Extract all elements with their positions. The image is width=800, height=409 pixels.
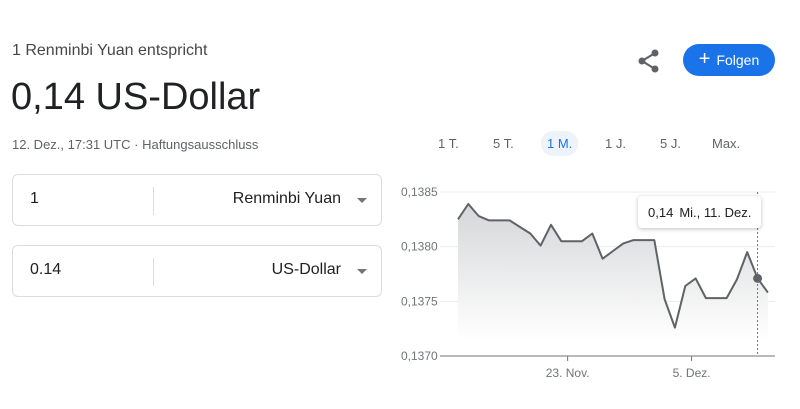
y-tick-label: 0,1370 xyxy=(401,349,438,363)
to-amount-input[interactable]: 0.14 xyxy=(30,261,62,278)
y-tick-label: 0,1380 xyxy=(401,240,438,254)
tooltip-date: Mi., 11. Dez. xyxy=(679,204,752,220)
tab-range-2[interactable]: 1 M. xyxy=(541,131,579,156)
timestamp-line: 12. Dez., 17:31 UTC · Haftungsausschluss xyxy=(12,137,258,152)
chart-area xyxy=(458,204,768,340)
separator: · xyxy=(134,137,139,152)
y-tick-label: 0,1375 xyxy=(401,294,438,308)
divider xyxy=(153,187,154,215)
to-currency-select[interactable]: US-Dollar xyxy=(271,261,341,278)
chevron-down-icon[interactable] xyxy=(357,198,367,203)
chart-line xyxy=(457,203,769,329)
to-currency-row: 0.14 US-Dollar xyxy=(12,245,382,297)
tab-range-1[interactable]: 5 T. xyxy=(493,136,514,151)
tab-range-5[interactable]: Max. xyxy=(712,136,741,151)
x-tick-label: 23. Nov. xyxy=(546,366,590,380)
hover-point xyxy=(753,273,763,283)
from-currency-row: 1 Renminbi Yuan xyxy=(12,174,382,226)
converted-value: 0,14 US-Dollar xyxy=(11,76,261,118)
tab-range-0[interactable]: 1 T. xyxy=(438,136,459,151)
x-tick-label: 5. Dez. xyxy=(673,366,711,380)
timestamp: 12. Dez., 17:31 UTC xyxy=(12,137,131,152)
chart-tooltip: 0,14 Mi., 11. Dez. xyxy=(638,196,762,228)
from-currency-select[interactable]: Renminbi Yuan xyxy=(232,190,341,207)
share-icon[interactable] xyxy=(636,48,662,74)
chevron-down-icon[interactable] xyxy=(357,269,367,274)
from-amount-input[interactable]: 1 xyxy=(30,190,39,207)
disclaimer-link[interactable]: Haftungsausschluss xyxy=(142,137,259,152)
follow-label: Folgen xyxy=(716,52,760,68)
y-tick-label: 0,1385 xyxy=(401,185,438,199)
tab-range-4[interactable]: 5 J. xyxy=(660,136,681,151)
exchange-rate-chart: 0,1385 0,1380 0,1375 0,1370 23. Nov. 5. Dez. xyxy=(401,185,775,380)
tab-range-3[interactable]: 1 J. xyxy=(605,136,626,151)
divider xyxy=(153,258,154,286)
plus-icon: + xyxy=(698,48,711,70)
tooltip-value: 0,14 xyxy=(648,204,674,220)
follow-button[interactable]: + Folgen xyxy=(683,44,775,76)
conversion-subtitle: 1 Renminbi Yuan entspricht xyxy=(12,42,208,59)
